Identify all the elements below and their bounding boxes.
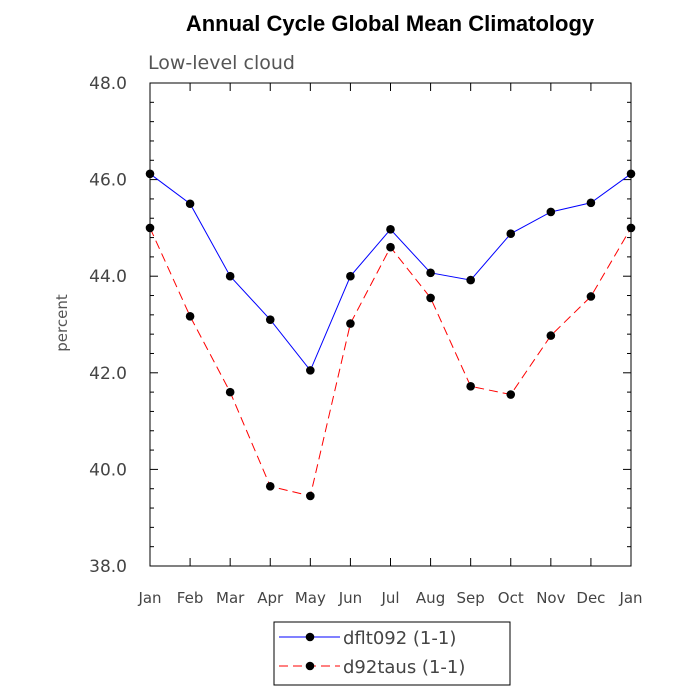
x-tick-label: Feb	[177, 589, 204, 607]
y-tick-label: 40.0	[89, 460, 127, 480]
legend: dflt092 (1-1) d92taus (1-1)	[273, 621, 511, 686]
series-2-point	[466, 382, 475, 391]
x-tick-label: May	[295, 589, 326, 607]
legend-marker-2	[305, 661, 315, 671]
series-1-point	[626, 169, 636, 179]
y-tick-label: 46.0	[89, 171, 127, 191]
x-tick-label: Jul	[380, 589, 399, 607]
series-1-point	[506, 229, 516, 238]
series-2-point	[185, 311, 195, 321]
x-tick-label: Apr	[257, 589, 284, 607]
series-2-point	[506, 390, 516, 399]
y-axis-label: percent	[53, 294, 71, 352]
y-tick-label: 48.0	[89, 74, 127, 94]
series-1-point	[306, 366, 315, 375]
x-tick-label: Aug	[416, 589, 445, 607]
series-2-point	[546, 331, 556, 340]
series-line-2	[149, 227, 632, 497]
legend-label-2: d92taus (1-1)	[343, 657, 465, 678]
y-tick-label: 38.0	[89, 557, 127, 577]
series-2-point	[346, 319, 355, 328]
series-1-point	[586, 198, 596, 208]
ticks-layer: 38.0 40.0 42.0 44.0 46.0 48.0 Jan Feb Mar Apr May J…	[89, 74, 642, 607]
series-2-point	[145, 223, 155, 233]
x-tick-label: Jan	[618, 589, 642, 607]
y-tick-label: 44.0	[89, 267, 127, 287]
series-1-point	[386, 225, 395, 234]
x-tick-label: Jan	[137, 589, 161, 607]
series-line-1	[149, 173, 632, 372]
series-2-point	[225, 387, 235, 397]
series-layer	[145, 169, 636, 501]
y-tick-label: 42.0	[89, 364, 127, 384]
series-2-point	[265, 482, 275, 491]
legend-label-1: dflt092 (1-1)	[343, 628, 456, 649]
series-1-point	[426, 268, 435, 278]
series-2-point	[306, 491, 315, 501]
series-1-point	[265, 315, 275, 324]
x-tick-label: Mar	[216, 589, 245, 607]
series-2-point	[626, 223, 636, 233]
series-1-point	[546, 207, 556, 217]
x-tick-label: Dec	[576, 589, 605, 607]
x-tick-label: Nov	[536, 589, 565, 607]
x-tick-label: Sep	[457, 589, 485, 607]
series-1-point	[225, 271, 235, 281]
x-tick-label: Jun	[338, 589, 362, 607]
plot-frame	[149, 82, 632, 567]
series-2-point	[586, 292, 596, 301]
legend-marker-1	[305, 632, 315, 642]
series-1-point	[346, 271, 355, 281]
series-2-point	[386, 242, 395, 252]
series-1-point	[145, 169, 155, 179]
x-tick-label: Oct	[498, 589, 524, 607]
series-1-point	[466, 275, 475, 285]
legend-box	[273, 621, 511, 686]
chart-subtitle: Low-level cloud	[148, 52, 295, 74]
series-2-point	[426, 293, 435, 303]
series-1-point	[185, 199, 195, 209]
chart-title: Annual Cycle Global Mean Climatology	[186, 11, 595, 36]
